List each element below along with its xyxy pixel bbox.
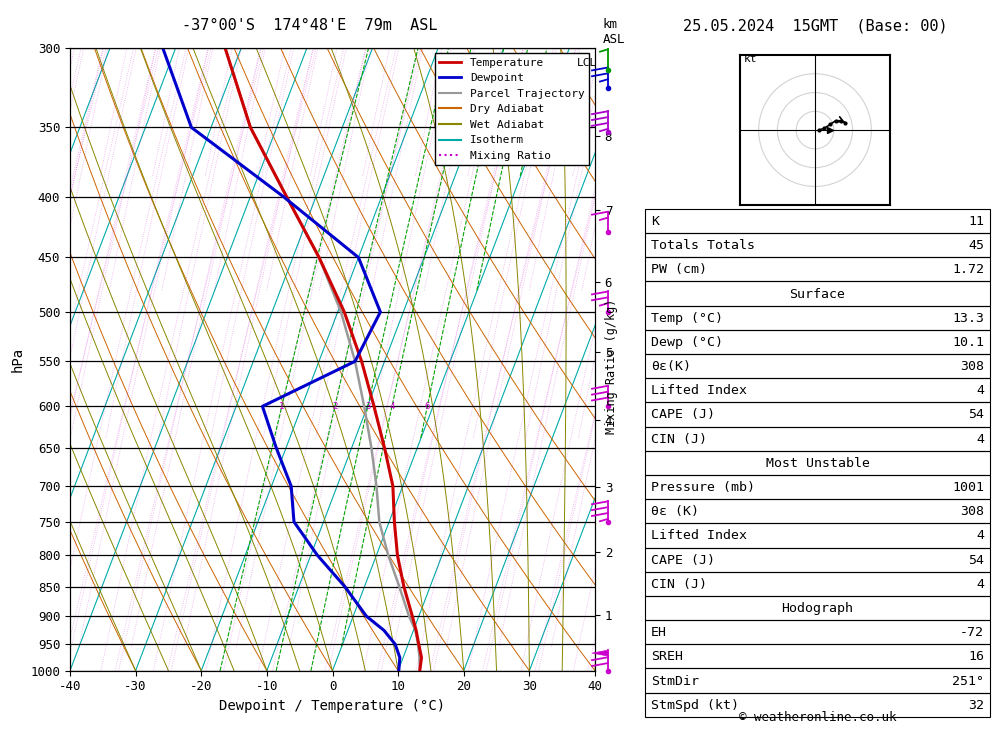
Text: StmSpd (kt): StmSpd (kt) <box>651 699 739 712</box>
Text: 4: 4 <box>976 578 984 591</box>
Text: 4: 4 <box>976 384 984 397</box>
Text: θε (K): θε (K) <box>651 505 699 518</box>
Text: Surface: Surface <box>790 287 846 301</box>
Text: kt: kt <box>744 54 757 65</box>
Text: -72: -72 <box>960 626 984 639</box>
Text: 32: 32 <box>968 699 984 712</box>
Text: Lifted Index: Lifted Index <box>651 384 747 397</box>
Y-axis label: hPa: hPa <box>11 347 25 372</box>
Text: 54: 54 <box>968 408 984 421</box>
Text: 16: 16 <box>968 650 984 663</box>
Text: SREH: SREH <box>651 650 683 663</box>
Text: 1: 1 <box>279 402 284 410</box>
Text: 4: 4 <box>976 432 984 446</box>
Text: 1001: 1001 <box>952 481 984 494</box>
Text: Most Unstable: Most Unstable <box>766 457 870 470</box>
Text: CIN (J): CIN (J) <box>651 432 707 446</box>
Text: 25.05.2024  15GMT  (Base: 00): 25.05.2024 15GMT (Base: 00) <box>683 18 947 33</box>
Text: 3: 3 <box>365 402 370 410</box>
Text: 4: 4 <box>976 529 984 542</box>
Text: θε(K): θε(K) <box>651 360 691 373</box>
Text: -37°00'S  174°48'E  79m  ASL: -37°00'S 174°48'E 79m ASL <box>182 18 438 33</box>
Text: PW (cm): PW (cm) <box>651 263 707 276</box>
Text: StmDir: StmDir <box>651 674 699 688</box>
X-axis label: Dewpoint / Temperature (°C): Dewpoint / Temperature (°C) <box>219 699 446 713</box>
Legend: Temperature, Dewpoint, Parcel Trajectory, Dry Adiabat, Wet Adiabat, Isotherm, Mi: Temperature, Dewpoint, Parcel Trajectory… <box>435 54 589 166</box>
Text: Temp (°C): Temp (°C) <box>651 312 723 325</box>
Text: CAPE (J): CAPE (J) <box>651 408 715 421</box>
Text: 11: 11 <box>968 215 984 228</box>
Text: 1.72: 1.72 <box>952 263 984 276</box>
Text: Dewp (°C): Dewp (°C) <box>651 336 723 349</box>
Text: 54: 54 <box>968 553 984 567</box>
Text: 10.1: 10.1 <box>952 336 984 349</box>
Text: Mixing Ratio (g/kg): Mixing Ratio (g/kg) <box>604 299 618 434</box>
Text: EH: EH <box>651 626 667 639</box>
Text: 251°: 251° <box>952 674 984 688</box>
Text: K: K <box>651 215 659 228</box>
Text: Pressure (mb): Pressure (mb) <box>651 481 755 494</box>
Text: CIN (J): CIN (J) <box>651 578 707 591</box>
Text: 308: 308 <box>960 360 984 373</box>
Text: 308: 308 <box>960 505 984 518</box>
Text: 2: 2 <box>332 402 338 410</box>
Text: 6: 6 <box>425 402 430 410</box>
Text: CAPE (J): CAPE (J) <box>651 553 715 567</box>
Text: km
ASL: km ASL <box>603 18 626 46</box>
Text: Lifted Index: Lifted Index <box>651 529 747 542</box>
Text: Hodograph: Hodograph <box>782 602 854 615</box>
Text: LCL: LCL <box>577 59 597 68</box>
Text: 4: 4 <box>389 402 395 410</box>
Text: 13.3: 13.3 <box>952 312 984 325</box>
Text: © weatheronline.co.uk: © weatheronline.co.uk <box>739 711 896 724</box>
Text: 45: 45 <box>968 239 984 252</box>
Text: Totals Totals: Totals Totals <box>651 239 755 252</box>
